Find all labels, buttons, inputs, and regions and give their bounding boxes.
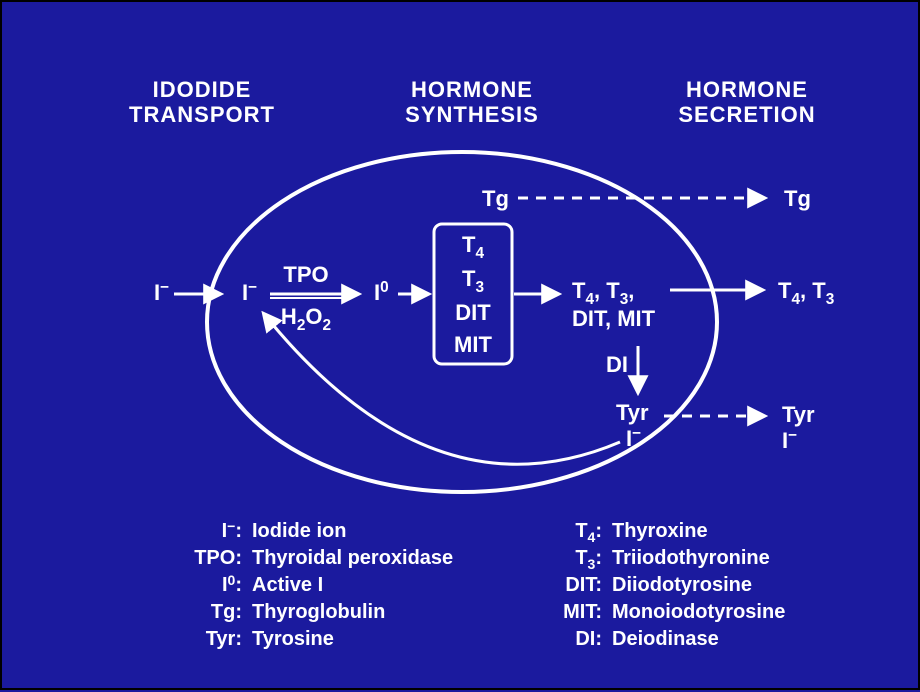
legend-right: T4: Thyroxine T3: Triiodothyronine DIT: … (563, 520, 785, 650)
svg-text:Active I: Active I (252, 574, 323, 596)
box-dit: DIT (455, 300, 491, 325)
out-t4t3: T4, T3 (778, 278, 834, 308)
legend-left: I−: Iodide ion TPO: Thyroidal peroxidase… (194, 518, 453, 650)
svg-text:Thyroidal peroxidase: Thyroidal peroxidase (252, 547, 453, 569)
tyr-in: Tyr (616, 400, 649, 425)
header-mid-2: SYNTHESIS (405, 102, 539, 127)
header-left-1: IDODIDE (153, 77, 252, 102)
box-t4: T4 (462, 232, 484, 262)
tg-out: Tg (784, 186, 811, 211)
svg-text:Thyroxine: Thyroxine (612, 520, 708, 542)
svg-text:Iodide ion: Iodide ion (252, 520, 346, 542)
svg-text:Tg:: Tg: (211, 601, 242, 623)
svg-text:Monoiodotyrosine: Monoiodotyrosine (612, 601, 785, 623)
svg-text:Deiodinase: Deiodinase (612, 628, 719, 650)
diagram-canvas: IDODIDE TRANSPORT HORMONE SYNTHESIS HORM… (2, 2, 920, 692)
svg-text:Triiodothyronine: Triiodothyronine (612, 547, 770, 569)
svg-text:Diiodotyrosine: Diiodotyrosine (612, 574, 752, 596)
svg-text:Tyrosine: Tyrosine (252, 628, 334, 650)
tyr-out: Tyr (782, 402, 815, 427)
i-out2: I− (782, 427, 797, 453)
iodide-out: I− (154, 279, 169, 305)
svg-text:I−:: I−: (222, 518, 242, 542)
header-right-1: HORMONE (686, 77, 808, 102)
svg-text:Thyroglobulin: Thyroglobulin (252, 601, 385, 623)
active-i: I0 (374, 279, 389, 305)
svg-text:TPO:: TPO: (194, 547, 242, 569)
header-mid-1: HORMONE (411, 77, 533, 102)
svg-text:I0:: I0: (222, 572, 242, 596)
svg-text:MIT:: MIT: (563, 601, 602, 623)
svg-text:T3:: T3: (575, 547, 602, 572)
svg-text:T4:: T4: (575, 520, 602, 545)
header-left-2: TRANSPORT (129, 102, 275, 127)
box-mit: MIT (454, 332, 492, 357)
arrow-recycle (264, 314, 620, 464)
h2o2-label: H2O2 (281, 304, 331, 334)
mid-t4t3: T4, T3, (572, 278, 634, 308)
tpo-label: TPO (283, 262, 328, 287)
di-label: DI (606, 352, 628, 377)
header-right-2: SECRETION (678, 102, 815, 127)
tg-top: Tg (482, 186, 509, 211)
svg-text:DI:: DI: (575, 628, 602, 650)
svg-text:Tyr:: Tyr: (206, 628, 242, 650)
svg-text:DIT:: DIT: (565, 574, 602, 596)
box-t3: T3 (462, 266, 484, 296)
mid-ditmit: DIT, MIT (572, 306, 656, 331)
iodide-in: I− (242, 279, 257, 305)
